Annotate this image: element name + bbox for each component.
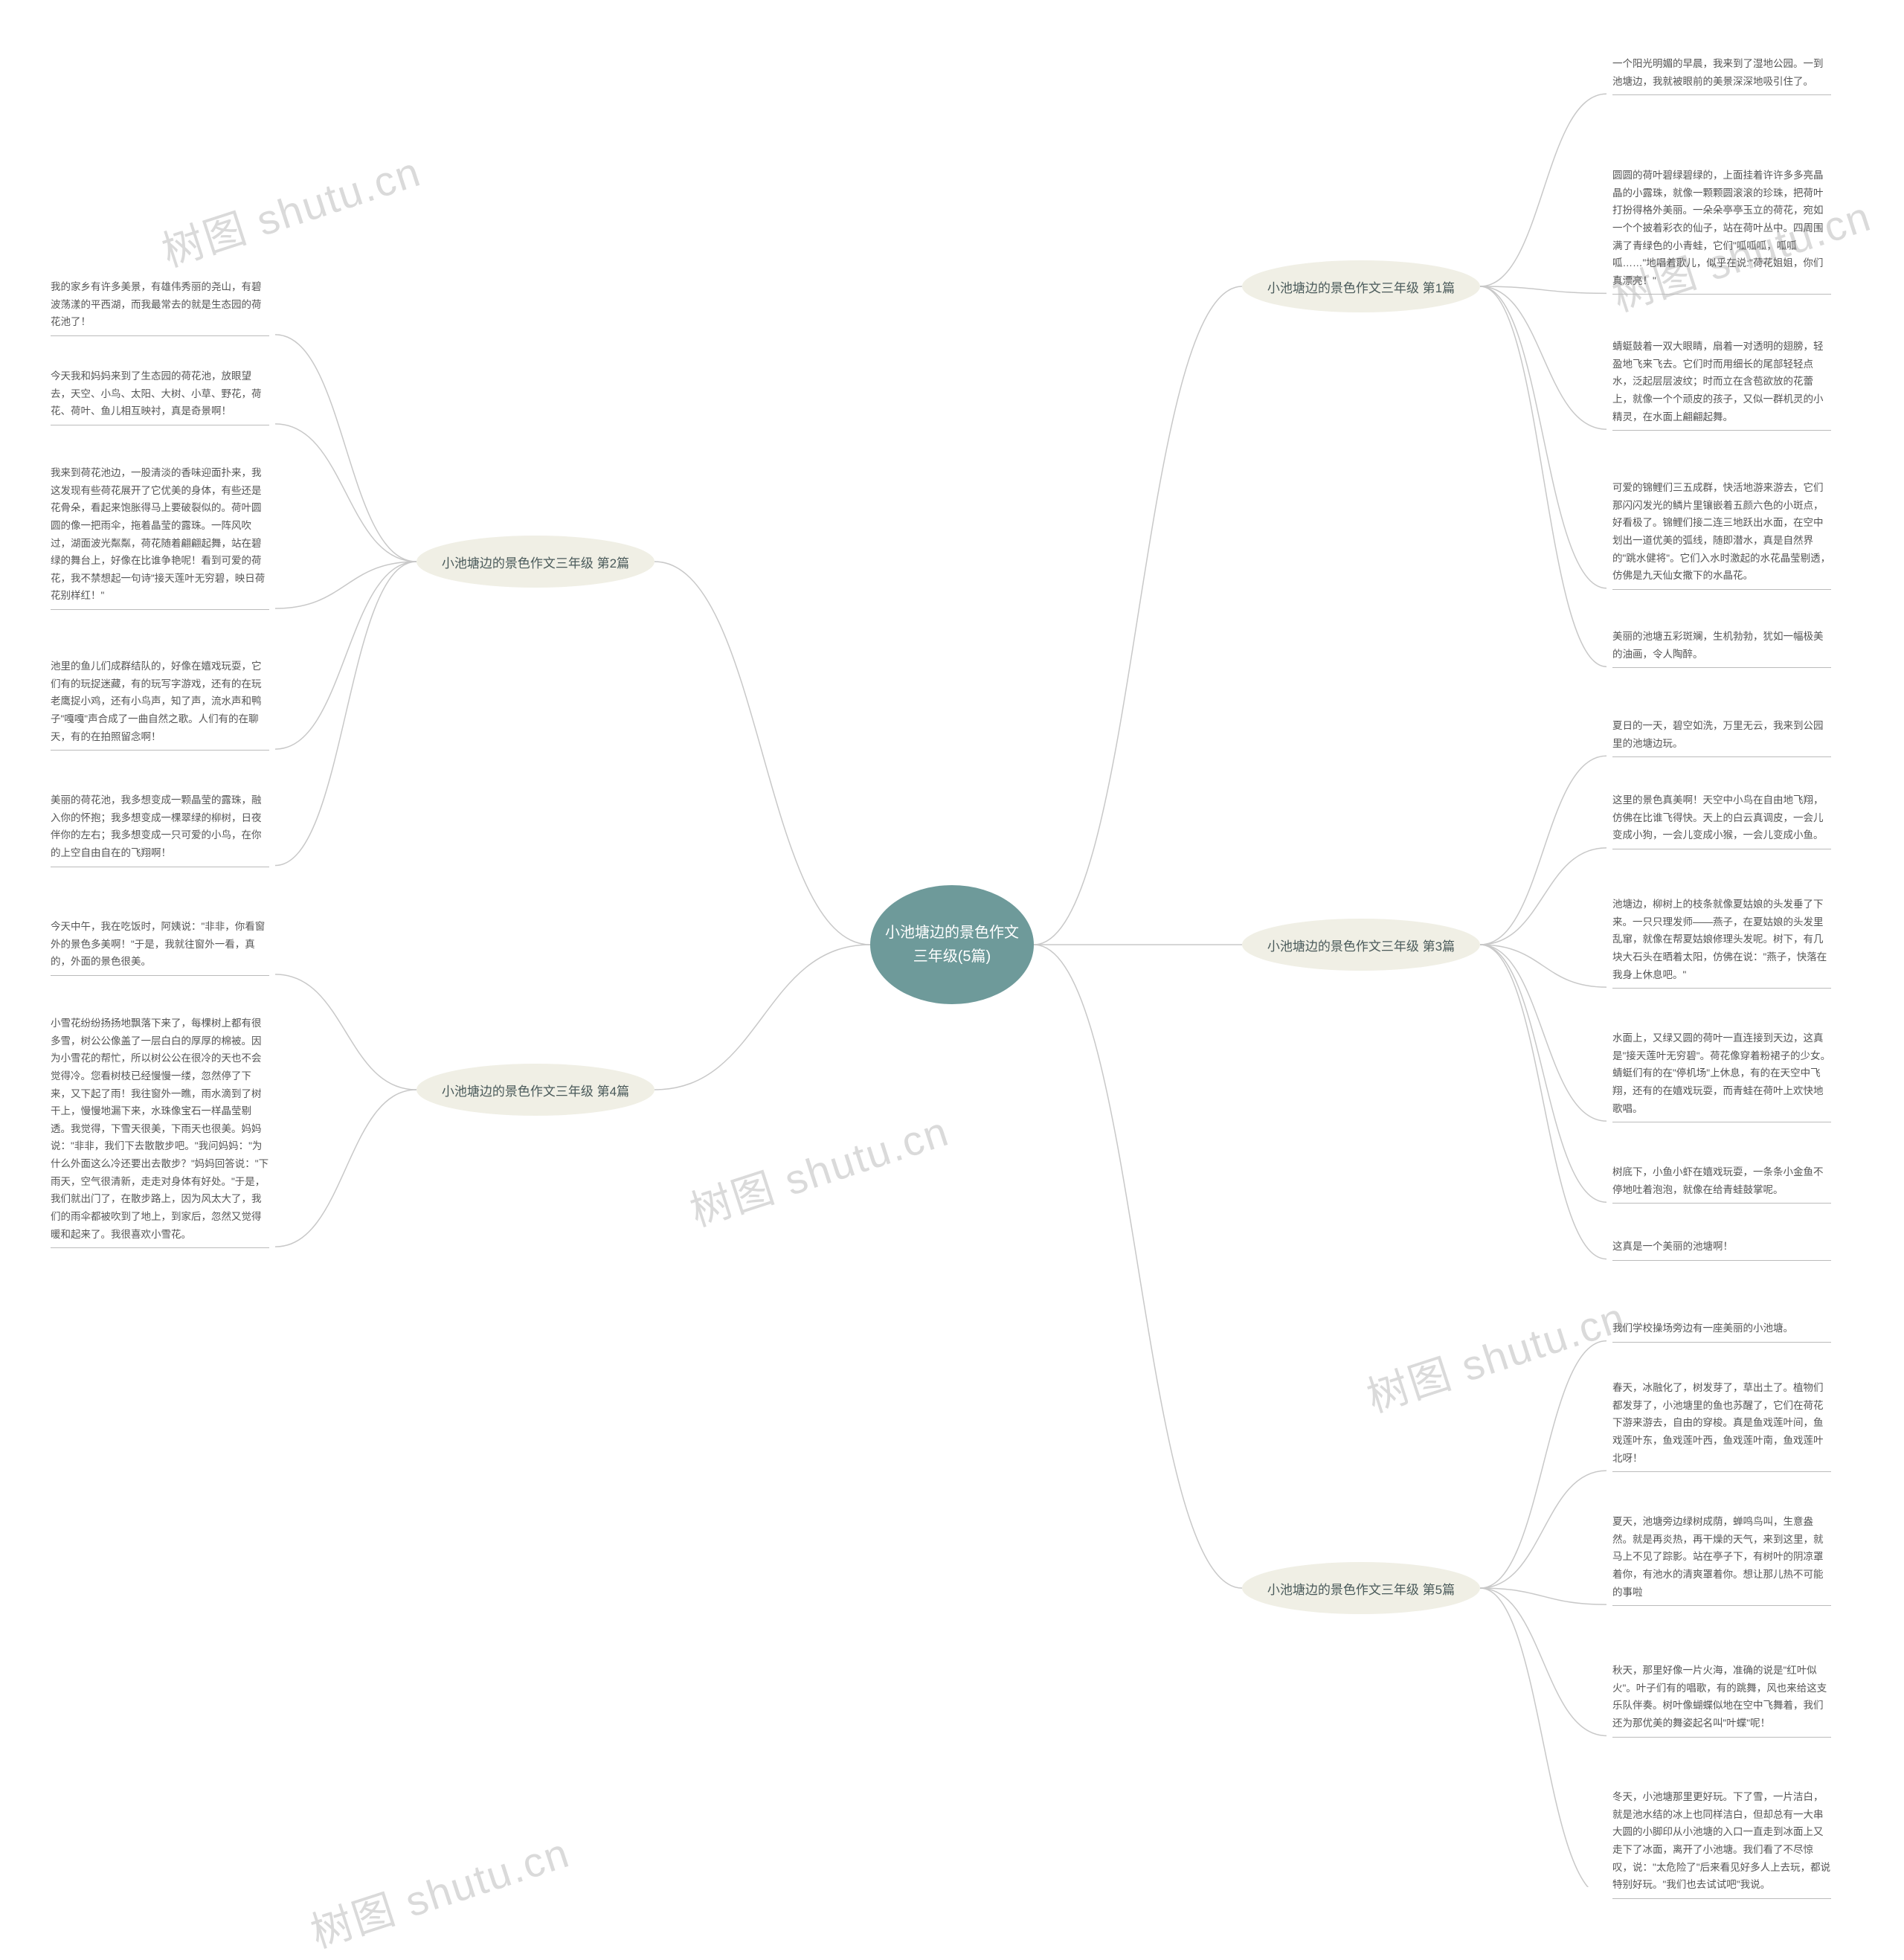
watermark: 树图 shutu.cn (681, 1098, 956, 1238)
leaf-text: 我来到荷花池边，一股清淡的香味迎面扑来，我这发现有些荷花展开了它优美的身体，有些… (45, 461, 275, 613)
leaf-text: 夏天，池塘旁边绿树成荫，蝉鸣鸟叫，生意盎然。就是再炎热，再干燥的天气，来到这里，… (1606, 1510, 1837, 1609)
branch-topic: 小池塘边的景色作文三年级 第3篇 (1242, 919, 1480, 971)
leaf-text: 今天中午，我在吃饭时，阿姨说："非非，你看窗外的景色多美啊！"于是，我就往窗外一… (45, 915, 275, 979)
leaf-text: 树底下，小鱼小虾在嬉戏玩耍，一条条小金鱼不停地吐着泡泡，就像在给青蛙鼓掌呢。 (1606, 1160, 1837, 1206)
leaf-text: 秋天，那里好像一片火海，准确的说是"红叶似火"。叶子们有的唱歌，有的跳舞，风也来… (1606, 1659, 1837, 1741)
leaf-text: 蜻蜓鼓着一双大眼睛，扇着一对透明的翅膀，轻盈地飞来飞去。它们时而用细长的尾部轻轻… (1606, 335, 1837, 434)
leaf-text: 美丽的池塘五彩斑斓，生机勃勃，犹如一幅极美的油画，令人陶醉。 (1606, 625, 1837, 671)
leaf-text: 水面上，又绿又圆的荷叶一直连接到天边，这真是"接天莲叶无穷碧"。荷花像穿着粉裙子… (1606, 1026, 1837, 1125)
leaf-text: 我们学校操场旁边有一座美丽的小池塘。 (1606, 1317, 1837, 1346)
watermark: 树图 shutu.cn (1358, 1284, 1633, 1424)
leaf-text: 今天我和妈妈来到了生态园的荷花池，放眼望去，天空、小鸟、太阳、大树、小草、野花，… (45, 364, 275, 428)
watermark: 树图 shutu.cn (302, 1819, 576, 1960)
center-topic: 小池塘边的景色作文三年级(5篇) (870, 885, 1034, 1004)
leaf-text: 小雪花纷纷扬扬地飘落下来了，每棵树上都有很多雪，树公公像盖了一层白白的厚厚的棉被… (45, 1012, 275, 1251)
branch-topic: 小池塘边的景色作文三年级 第1篇 (1242, 260, 1480, 312)
leaf-text: 我的家乡有许多美景，有雄伟秀丽的尧山，有碧波荡漾的平西湖，而我最常去的就是生态园… (45, 275, 275, 339)
leaf-text: 这里的景色真美啊！天空中小鸟在自由地飞翔，仿佛在比谁飞得快。天上的白云真调皮，一… (1606, 788, 1837, 852)
leaf-text: 冬天，小池塘那里更好玩。下了雪，一片洁白，就是池水结的冰上也同样洁白，但却总有一… (1606, 1785, 1837, 1902)
leaf-text: 一个阳光明媚的早晨，我来到了湿地公园。一到池塘边，我就被眼前的美景深深地吸引住了… (1606, 52, 1837, 98)
leaf-text: 美丽的荷花池，我多想变成一颗晶莹的露珠，融入你的怀抱；我多想变成一棵翠绿的柳树，… (45, 788, 275, 870)
leaf-text: 这真是一个美丽的池塘啊！ (1606, 1235, 1837, 1264)
branch-topic: 小池塘边的景色作文三年级 第5篇 (1242, 1562, 1480, 1614)
watermark: 树图 shutu.cn (153, 138, 428, 279)
branch-topic: 小池塘边的景色作文三年级 第2篇 (416, 536, 654, 588)
leaf-text: 夏日的一天，碧空如洗，万里无云，我来到公园里的池塘边玩。 (1606, 714, 1837, 760)
branch-topic: 小池塘边的景色作文三年级 第4篇 (416, 1064, 654, 1116)
leaf-text: 池塘边，柳树上的枝条就像夏姑娘的头发垂了下来。一只只理发师——燕子，在夏姑娘的头… (1606, 893, 1837, 992)
leaf-text: 春天，冰融化了，树发芽了，草出土了。植物们都发芽了，小池塘里的鱼也苏醒了，它们在… (1606, 1376, 1837, 1475)
leaf-text: 可爱的锦鲤们三五成群，快活地游来游去，它们那闪闪发光的鳞片里镶嵌着五颜六色的小斑… (1606, 476, 1837, 593)
leaf-text: 圆圆的荷叶碧绿碧绿的，上面挂着许许多多亮晶晶的小露珠，就像一颗颗圆滚滚的珍珠，把… (1606, 164, 1837, 298)
leaf-text: 池里的鱼儿们成群结队的，好像在嬉戏玩耍，它们有的玩捉迷藏，有的玩写字游戏，还有的… (45, 655, 275, 754)
